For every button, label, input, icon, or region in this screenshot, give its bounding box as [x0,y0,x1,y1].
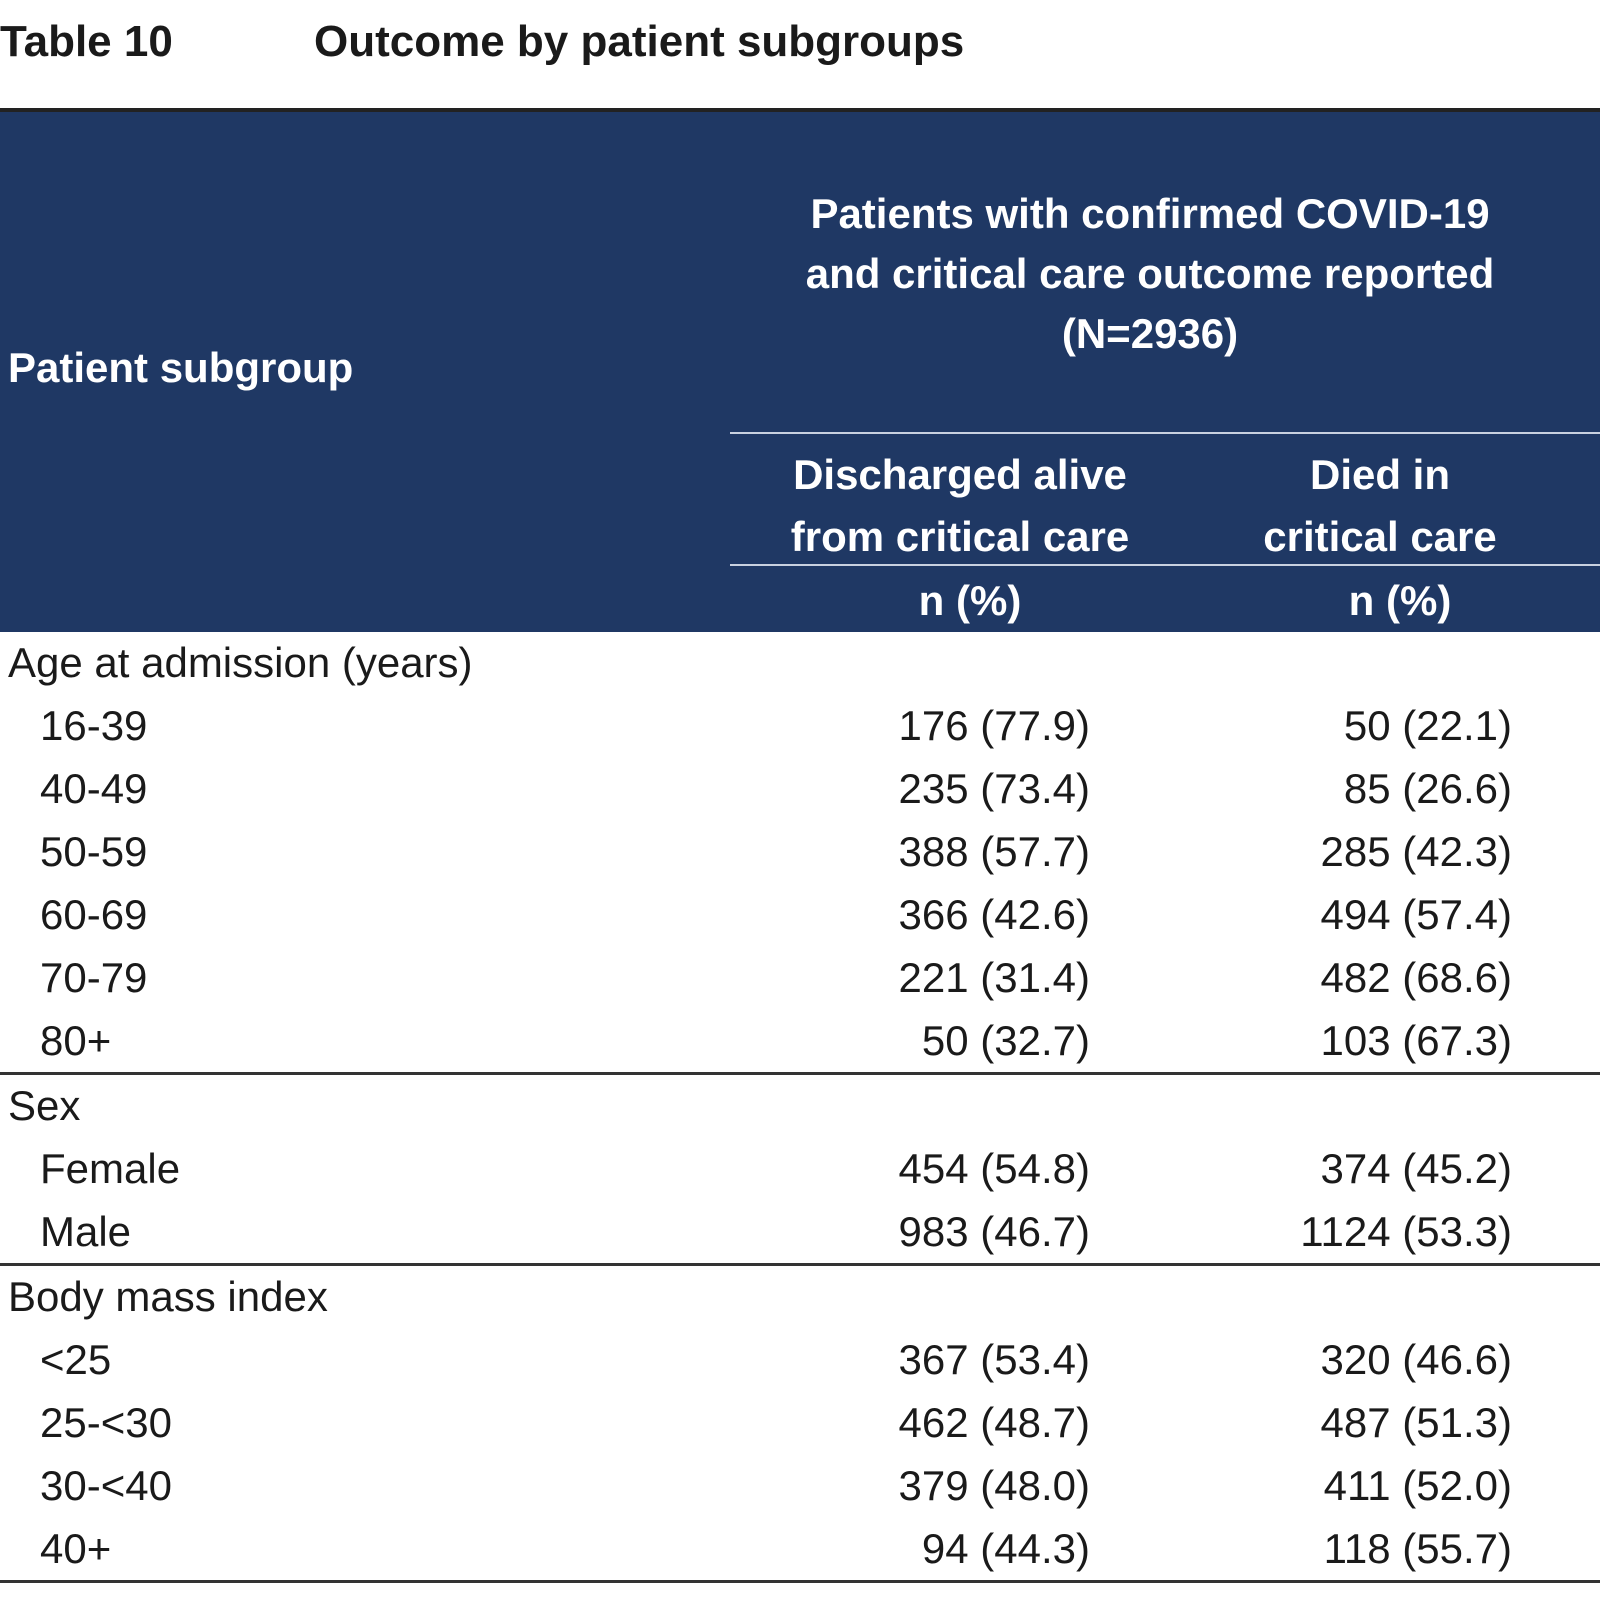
cell-discharged: 462 (48.7) [898,1399,1090,1446]
header-divider-lower [730,564,1600,566]
header-spanning-title-line: Patients with confirmed COVID-19 [810,190,1490,237]
section-divider [0,1263,1600,1266]
cell-discharged: 94 (44.3) [921,1525,1090,1572]
table-body: Age at admission (years) 16-39 176 (77.9… [0,632,1600,1583]
table-row: 16-39 176 (77.9) 50 (22.1) [0,694,1600,757]
cell-discharged: 366 (42.6) [898,891,1090,938]
outcome-table: Patient subgroup Patients with confirmed… [0,108,1600,1583]
section-divider [0,1072,1600,1075]
header-spanning-title: Patients with confirmed COVID-19 and cri… [730,184,1570,364]
table-row: 40-49 235 (73.4) 85 (26.6) [0,757,1600,820]
cell-died: 487 (51.3) [1320,1399,1512,1446]
header-unit-died: n (%) [1348,577,1452,624]
row-label: 30-<40 [40,1462,172,1509]
table-number: Table 10 [0,17,173,66]
row-label: 80+ [40,1017,112,1064]
cell-discharged: 235 (73.4) [898,765,1090,812]
header-discharged-line: from critical care [790,513,1130,560]
table-row: 30-<40 379 (48.0) 411 (52.0) [0,1454,1600,1517]
header-spanning-title-line: and critical care outcome reported [805,250,1495,297]
table-title: Outcome by patient subgroups [314,17,965,66]
header-discharged-line: Discharged alive [793,451,1127,498]
row-label: 40+ [40,1525,112,1572]
cell-discharged: 50 (32.7) [921,1017,1090,1064]
row-label: 25-<30 [40,1399,172,1446]
cell-died: 1124 (53.3) [1300,1208,1512,1255]
cell-discharged: 454 (54.8) [898,1145,1090,1192]
cell-discharged: 221 (31.4) [898,954,1090,1001]
header-died-line: critical care [1263,513,1497,560]
row-label: 40-49 [40,765,148,812]
row-label: 70-79 [40,954,148,1001]
cell-died: 103 (67.3) [1320,1017,1512,1064]
header-patient-subgroup: Patient subgroup [8,344,354,391]
row-label: 60-69 [40,891,148,938]
table-row: 80+ 50 (32.7) 103 (67.3) [0,1009,1600,1072]
table-top-rule [0,108,1600,112]
header-discharged-alive: Discharged alive from critical care [740,444,1180,568]
header-divider-upper [730,432,1600,434]
section-title: Sex [8,1082,81,1129]
row-label: 16-39 [40,702,148,749]
cell-discharged: 176 (77.9) [898,702,1090,749]
row-label: <25 [40,1336,112,1383]
cell-died: 118 (55.7) [1323,1525,1512,1572]
cell-died: 482 (68.6) [1320,954,1512,1001]
section-heading-age: Age at admission (years) [0,632,1600,694]
cell-died: 50 (22.1) [1343,702,1512,749]
cell-died: 494 (57.4) [1320,891,1512,938]
cell-died: 285 (42.3) [1320,828,1512,875]
cell-died: 85 (26.6) [1343,765,1512,812]
header-unit-discharged: n (%) [918,577,1022,624]
cell-discharged: 388 (57.7) [898,828,1090,875]
row-label: Male [40,1208,132,1255]
cell-discharged: 983 (46.7) [898,1208,1090,1255]
row-label: 50-59 [40,828,148,875]
table-row: 60-69 366 (42.6) 494 (57.4) [0,883,1600,946]
section-heading-sex: Sex [0,1075,1600,1137]
cell-discharged: 367 (53.4) [898,1336,1090,1383]
header-died: Died in critical care [1190,444,1570,568]
cell-died: 374 (45.2) [1320,1145,1512,1192]
row-label: Female [40,1145,181,1192]
section-title: Age at admission (years) [8,639,473,686]
table-row: <25 367 (53.4) 320 (46.6) [0,1328,1600,1391]
table-header: Patient subgroup Patients with confirmed… [0,112,1600,632]
cell-discharged: 379 (48.0) [898,1462,1090,1509]
header-died-line: Died in [1309,451,1450,498]
table-row: 25-<30 462 (48.7) 487 (51.3) [0,1391,1600,1454]
section-heading-bmi: Body mass index [0,1266,1600,1328]
section-title: Body mass index [8,1273,328,1320]
table-row: Female 454 (54.8) 374 (45.2) [0,1137,1600,1200]
table-row: 70-79 221 (31.4) 482 (68.6) [0,946,1600,1009]
table-row: 50-59 388 (57.7) 285 (42.3) [0,820,1600,883]
table-row: 40+ 94 (44.3) 118 (55.7) [0,1517,1600,1580]
cell-died: 320 (46.6) [1320,1336,1512,1383]
table-bottom-rule [0,1580,1600,1583]
header-spanning-title-line: (N=2936) [1061,310,1239,357]
cell-died: 411 (52.0) [1323,1462,1512,1509]
table-row: Male 983 (46.7) 1124 (53.3) [0,1200,1600,1263]
